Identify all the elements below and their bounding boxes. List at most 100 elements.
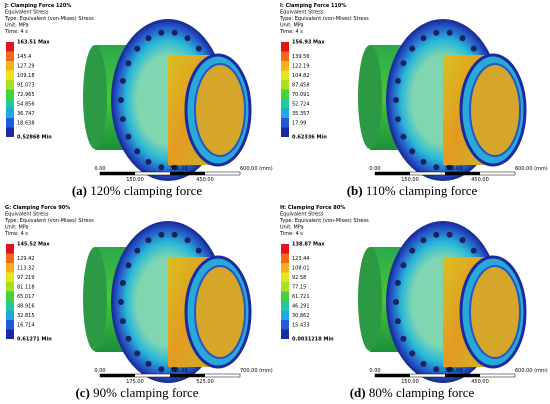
- bolt-hole: [394, 318, 401, 325]
- legend-label: 123.44: [292, 256, 310, 262]
- scale-label: 600.00 (mm): [515, 166, 548, 172]
- legend-swatch: [281, 301, 289, 311]
- panel: J: Clamping Force 120%Equivalent StressT…: [4, 3, 273, 198]
- bolt-hole: [394, 116, 401, 123]
- bolt-hole: [470, 45, 477, 52]
- bolt-hole: [118, 299, 124, 305]
- caption: (c) 90% clamping force: [75, 385, 198, 400]
- caption-label: (b): [347, 183, 363, 198]
- scale-label: 150.00: [126, 177, 144, 183]
- scale-seg: [375, 172, 410, 175]
- legend-swatch: [6, 253, 14, 263]
- caption-text: 120% clamping force: [90, 183, 202, 198]
- bolt-hole: [145, 35, 152, 42]
- scale-label: 0.00: [94, 368, 105, 374]
- shaft-end: [83, 247, 107, 351]
- legend-swatch: [281, 320, 289, 330]
- bolt-hole: [119, 279, 126, 286]
- bolt-hole: [433, 29, 440, 36]
- caption-label: (d): [350, 385, 366, 400]
- scale-label: 0.00: [369, 368, 380, 374]
- legend-swatch: [6, 263, 14, 273]
- caption-text: 110% clamping force: [366, 183, 478, 198]
- bolt-hole: [394, 77, 401, 84]
- bolt-hole: [125, 335, 132, 342]
- bolt-hole: [400, 335, 407, 342]
- legend-swatch: [6, 42, 14, 52]
- bolt-hole: [400, 262, 407, 269]
- header-line: Time: 4 s: [4, 29, 28, 35]
- header-line: J: Clamping Force 120%: [4, 3, 71, 9]
- bolt-hole: [171, 29, 178, 36]
- legend-swatch: [6, 127, 14, 137]
- scale-label: 150.00: [401, 177, 419, 183]
- legend-label: 0.62336 Min: [292, 135, 327, 141]
- bolt-hole: [119, 116, 126, 123]
- header-line: Equivalent Stress: [5, 212, 49, 218]
- legend-label: 72.965: [17, 92, 35, 98]
- legend-label: 54.856: [17, 101, 35, 107]
- legend-swatch: [281, 263, 289, 273]
- legend-swatch: [281, 118, 289, 128]
- scale-seg: [100, 374, 135, 377]
- panel: I: Clamping Force 110%Equivalent StressT…: [279, 3, 548, 198]
- bolt-hole: [184, 237, 191, 244]
- bolt-hole: [134, 148, 141, 155]
- bolt-hole: [409, 247, 416, 254]
- legend-label: 127.29: [17, 63, 35, 69]
- legend-label: 70.091: [292, 92, 310, 98]
- bolt-hole: [125, 60, 132, 67]
- bolt-hole: [433, 231, 440, 238]
- bolt-hole: [195, 45, 202, 52]
- header-line: Type: Equivalent (von-Mises) Stress: [279, 16, 369, 22]
- header-line: Type: Equivalent (von-Mises) Stress: [4, 16, 94, 22]
- bolt-hole: [125, 262, 132, 269]
- legend-label: 97.219: [17, 275, 35, 281]
- scale-seg: [445, 172, 480, 175]
- caption-label: (c): [75, 385, 89, 400]
- legend-label: 77.15: [292, 284, 306, 290]
- legend-swatch: [6, 51, 14, 61]
- panel: H: Clamping Force 80%Equivalent StressTy…: [279, 205, 548, 400]
- legend-label: 104.82: [292, 73, 310, 79]
- legend-label: 122.19: [292, 63, 310, 69]
- bolt-hole: [145, 158, 152, 165]
- legend-swatch: [6, 118, 14, 128]
- legend-swatch: [6, 301, 14, 311]
- legend-label: 0.52868 Min: [17, 135, 52, 141]
- bolt-hole: [145, 360, 152, 367]
- scale-seg: [170, 172, 205, 175]
- caption: (a) 120% clamping force: [72, 183, 203, 198]
- pipe-bore: [194, 63, 246, 157]
- scale-label: 300.00: [445, 368, 463, 374]
- legend-swatch: [6, 320, 14, 330]
- bolt-hole: [158, 164, 165, 171]
- bolt-hole: [459, 35, 466, 42]
- legend-label: 18.638: [17, 120, 35, 126]
- bolt-hole: [393, 97, 399, 103]
- legend-swatch: [6, 80, 14, 90]
- legend-label: 109.18: [17, 73, 35, 79]
- legend-label: 108.01: [292, 265, 310, 271]
- legend-label: 92.58: [292, 275, 306, 281]
- bolt-hole: [134, 45, 141, 52]
- pipe-bore: [469, 63, 521, 157]
- bolt-hole: [433, 164, 440, 171]
- bolt-hole: [446, 29, 453, 36]
- caption: (b) 110% clamping force: [347, 183, 478, 198]
- model: [83, 19, 252, 181]
- legend-label: 0.0031218 Min: [292, 337, 334, 343]
- scale-label: 0.00: [369, 166, 380, 172]
- legend-label: 48.916: [17, 303, 35, 309]
- bolt-hole: [400, 60, 407, 67]
- bolt-hole: [171, 231, 178, 238]
- legend-label: 65.017: [17, 294, 35, 300]
- bolt-hole: [420, 158, 427, 165]
- bolt-hole: [470, 247, 477, 254]
- scale-label: 450.00: [471, 379, 489, 385]
- legend-swatch: [281, 99, 289, 109]
- legend-swatch: [281, 272, 289, 282]
- bolt-hole: [158, 366, 165, 373]
- legend-swatch: [6, 61, 14, 71]
- legend-label: 61.721: [292, 294, 310, 300]
